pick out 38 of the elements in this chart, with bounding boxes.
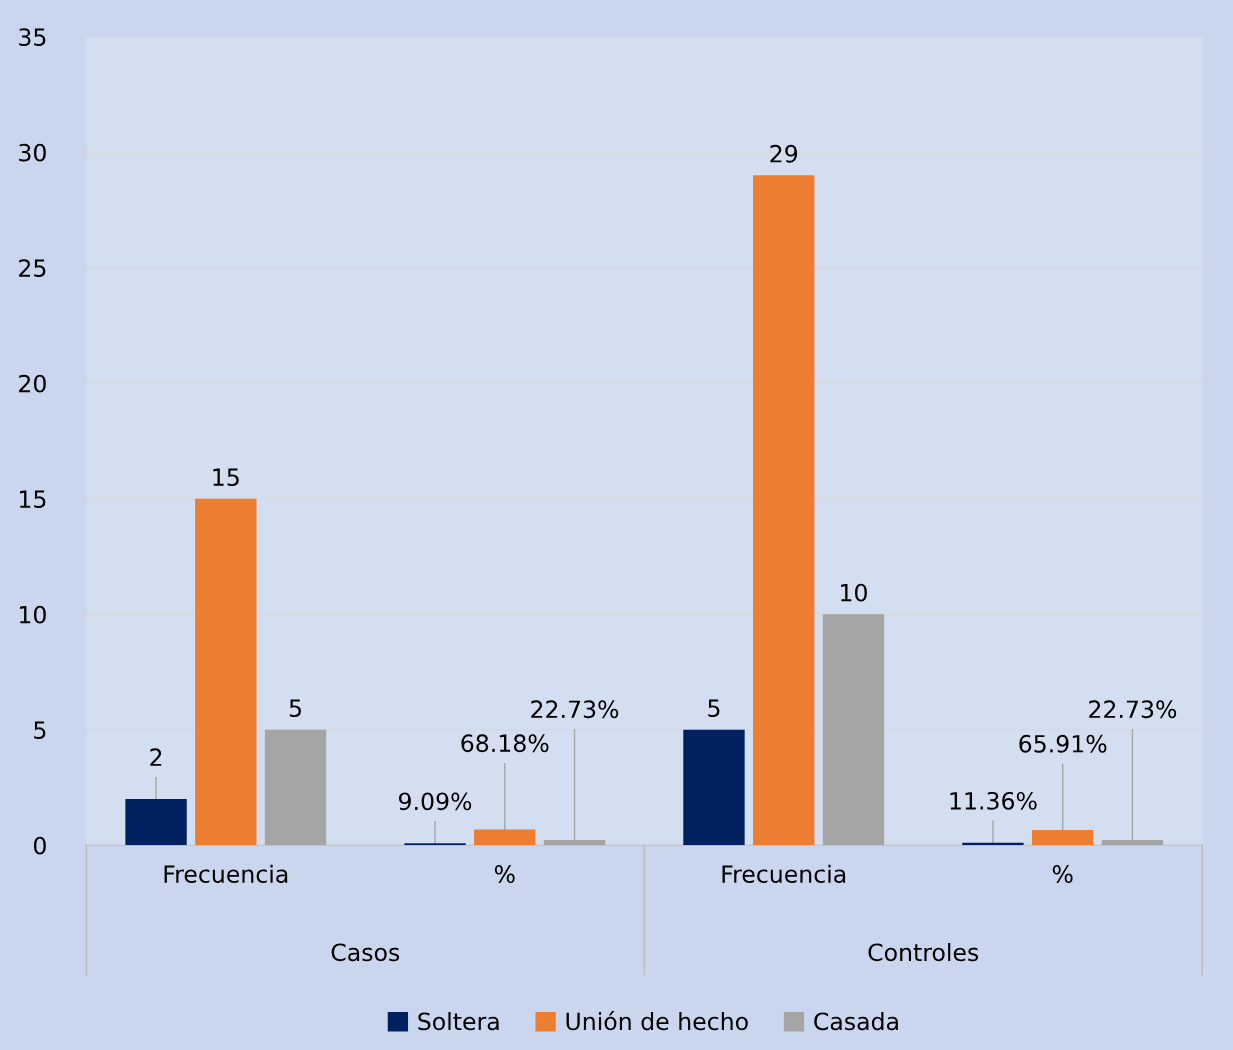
bar	[683, 729, 745, 846]
y-tick-label: 0	[33, 836, 46, 855]
data-label: 9.09%	[399, 792, 472, 811]
bar	[264, 729, 327, 846]
bar	[474, 829, 536, 846]
data-label: 15	[213, 468, 239, 487]
x-tick-label: Frecuencia	[722, 864, 846, 883]
data-label: 22.73%	[1089, 700, 1177, 719]
bar	[404, 843, 466, 846]
x-tick-label: %	[1052, 865, 1073, 883]
data-label: 5	[289, 699, 301, 718]
y-tick-label: 15	[19, 490, 46, 509]
legend-label: Unión de hecho	[566, 1011, 748, 1031]
y-tick-label: 35	[19, 28, 46, 47]
y-tick-label: 5	[34, 721, 46, 740]
text: Casos	[331, 943, 400, 962]
text: Controles	[868, 942, 979, 962]
y-tick-label: 20	[19, 374, 46, 393]
y-tick-label: 30	[19, 143, 46, 162]
data-label: 68.18%	[461, 734, 549, 753]
y-tick-label: 25	[19, 259, 46, 278]
data-label: 22.73%	[531, 700, 619, 719]
data-label: 65.91%	[1019, 734, 1107, 753]
bar	[125, 799, 187, 846]
legend-label: Soltera	[418, 1012, 499, 1031]
data-label: 2	[150, 748, 162, 766]
data-label: 11.36%	[950, 791, 1037, 810]
data-label: 5	[708, 699, 720, 718]
bar	[822, 614, 885, 846]
x-tick-label: Frecuencia	[164, 864, 288, 883]
x-tick-label: %	[494, 865, 515, 883]
bar	[1032, 830, 1094, 846]
data-label: 29	[770, 144, 798, 163]
bar	[195, 498, 257, 846]
legend-label: Casada	[814, 1012, 898, 1031]
bar	[753, 175, 815, 846]
y-tick-label: 10	[19, 605, 46, 624]
data-label: 10	[841, 583, 867, 602]
